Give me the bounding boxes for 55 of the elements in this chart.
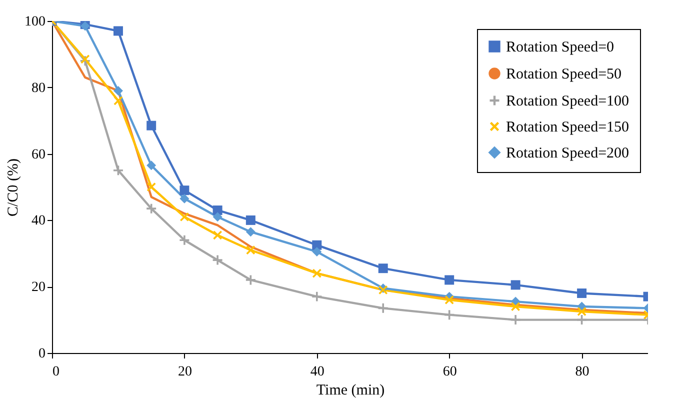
legend-label: Rotation Speed=150 [506, 120, 630, 136]
point [444, 309, 455, 320]
point [180, 186, 190, 196]
point [246, 245, 256, 255]
y-tick-label: 0 [38, 346, 46, 362]
point [79, 55, 91, 66]
point [444, 275, 454, 285]
point [377, 302, 389, 314]
point [246, 215, 256, 225]
point [312, 240, 322, 250]
point [180, 194, 190, 204]
point [113, 86, 123, 96]
point [146, 182, 156, 192]
point [378, 264, 388, 274]
legend-label: Rotation Speed=50 [506, 66, 622, 82]
point [178, 234, 190, 246]
point [510, 314, 522, 326]
point [114, 96, 123, 106]
legend-label: Rotation Speed=0 [506, 40, 614, 56]
y-tick-label: 80 [32, 80, 46, 96]
y-tick-label: 20 [32, 280, 46, 296]
point [212, 205, 222, 215]
point [146, 160, 156, 170]
point [576, 314, 588, 326]
x-tick-label: 0 [52, 364, 60, 380]
point [510, 280, 520, 290]
y-tick-label: 100 [24, 14, 46, 30]
point [113, 26, 123, 36]
point [444, 295, 454, 305]
legend-label: Rotation Speed=100 [506, 94, 630, 110]
point [180, 212, 190, 222]
point [245, 274, 256, 286]
x-axis-title: Time (min) [316, 382, 385, 398]
point [577, 306, 586, 316]
point [80, 54, 90, 64]
point [212, 212, 222, 222]
point [146, 120, 156, 130]
y-tick-label: 60 [32, 147, 46, 162]
x-tick-label: 20 [178, 364, 192, 380]
x-tick-label: 60 [442, 364, 457, 380]
point [312, 246, 322, 256]
point [146, 202, 157, 214]
y-axis-title: C/C0 (%) [6, 158, 22, 216]
legend-label: Rotation Speed=200 [506, 146, 630, 162]
point [311, 290, 323, 302]
x-tick-label: 80 [575, 364, 590, 380]
point [212, 230, 222, 240]
y-tick-label: 40 [32, 214, 46, 229]
point [510, 302, 520, 312]
point [577, 288, 587, 298]
point [212, 254, 224, 266]
point [246, 227, 256, 237]
point [312, 268, 322, 278]
x-tick-label: 40 [310, 364, 324, 380]
point [112, 164, 124, 176]
